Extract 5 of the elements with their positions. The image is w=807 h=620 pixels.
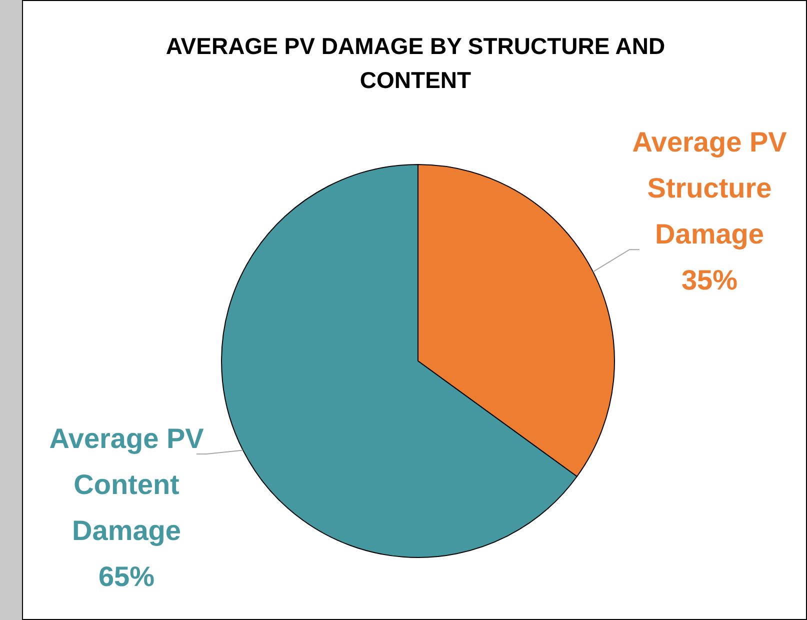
slice-label: Average PV Structure Damage	[632, 126, 788, 250]
data-label: 35%	[681, 264, 738, 296]
data-label: 65%	[98, 560, 155, 592]
chart-title: AVERAGE PV DAMAGE BY STRUCTURE AND CONTENT	[164, 32, 666, 95]
slice-label: Average PV Content Damage	[49, 422, 204, 546]
